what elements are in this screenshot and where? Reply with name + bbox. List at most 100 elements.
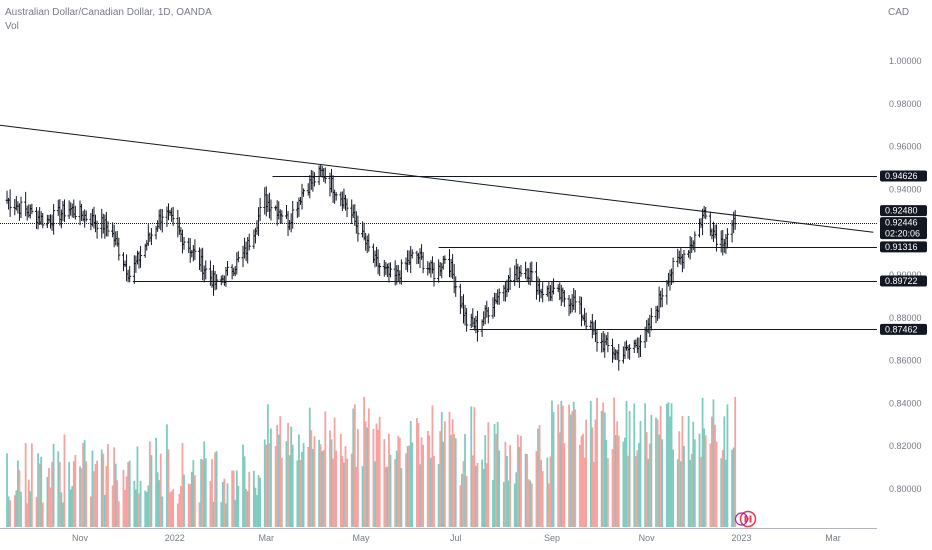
- symbol-title[interactable]: Australian Dollar/Canadian Dollar, 1D, O…: [5, 7, 212, 18]
- volume-bar: [419, 464, 421, 527]
- ohlc-bar: [24, 191, 28, 217]
- support-resistance-levels[interactable]: [0, 176, 877, 330]
- ohlc-bar: [486, 307, 490, 324]
- ohlc-bar: [148, 232, 152, 242]
- ohlc-bar: [416, 252, 420, 264]
- volume-bar: [52, 443, 55, 527]
- volume-bar: [453, 434, 456, 527]
- volume-bar: [363, 397, 366, 527]
- volume-bar: [605, 440, 608, 527]
- ohlc-bar: [123, 260, 127, 268]
- ohlc-bar: [451, 254, 455, 279]
- volume-bar: [322, 450, 325, 527]
- ohlc-bar: [350, 199, 354, 224]
- volume-bar: [181, 442, 184, 527]
- volume-bar: [513, 483, 516, 527]
- ohlc-bar: [201, 247, 205, 281]
- ohlc-bar: [280, 210, 284, 224]
- ohlc-bar: [690, 237, 694, 253]
- volume-bar: [155, 437, 157, 527]
- ohlc-bar: [39, 211, 43, 225]
- ohlc-bar: [584, 312, 588, 330]
- volume-bar: [433, 455, 435, 527]
- trendline-segment[interactable]: [0, 124, 874, 233]
- volume-bar: [80, 468, 83, 527]
- time-axis-label: Nov: [639, 533, 656, 543]
- ohlc-bar: [724, 234, 728, 254]
- ohlc-bar: [384, 261, 388, 275]
- volume-bar: [339, 434, 342, 527]
- volume-bar: [48, 468, 50, 527]
- volume-bar: [150, 455, 153, 527]
- volume-bar: [527, 479, 530, 527]
- ohlc-bar: [232, 267, 236, 276]
- volume-bar: [535, 451, 538, 527]
- price-axis-tick-label: 0.80000: [889, 484, 922, 494]
- trendline[interactable]: [0, 124, 874, 233]
- ohlc-bar: [364, 232, 368, 251]
- ohlc-bar: [311, 170, 315, 192]
- currency-label[interactable]: CAD: [888, 7, 910, 18]
- ohlc-bar: [472, 317, 476, 331]
- ohlc-bar: [202, 265, 206, 283]
- volume-bar: [515, 472, 518, 527]
- ohlc-bar: [385, 263, 389, 278]
- volume-bar: [310, 430, 313, 527]
- volume-bar: [204, 458, 207, 527]
- ohlc-bar: [593, 320, 597, 343]
- canada-flag-icon[interactable]: [734, 510, 757, 528]
- volume-bar: [714, 424, 716, 527]
- ohlc-bar: [309, 169, 313, 190]
- ohlc-bar: [331, 175, 335, 203]
- volume-bars: [6, 397, 737, 527]
- ohlc-bar: [677, 250, 681, 264]
- ohlc-bar: [430, 256, 434, 274]
- ohlc-bar: [719, 230, 723, 253]
- ohlc-bar: [710, 228, 714, 240]
- ohlc-bar: [159, 208, 163, 231]
- ohlc-bar: [300, 183, 304, 210]
- ohlc-bar: [569, 298, 573, 314]
- volume-bar: [364, 421, 367, 527]
- ohlc-bar: [61, 200, 65, 222]
- volume-bar: [319, 444, 322, 527]
- ohlc-bar: [581, 314, 585, 321]
- ohlc-bar: [322, 168, 326, 182]
- ohlc-bar: [212, 265, 216, 296]
- volume-bar: [159, 453, 162, 527]
- volume-bar: [113, 447, 116, 527]
- ohlc-bar: [160, 209, 164, 233]
- volume-bar: [375, 423, 378, 527]
- time-axis[interactable]: Nov 2022 Mar May Jul Sep Nov 2023 Mar: [0, 528, 877, 544]
- volume-bar: [183, 474, 185, 527]
- volume-bar: [353, 404, 356, 527]
- volume-bar: [437, 463, 440, 527]
- ohlc-bar: [288, 220, 292, 231]
- ohlc-bar: [17, 203, 21, 221]
- volume-bar: [667, 402, 670, 527]
- ohlc-bar: [534, 262, 538, 300]
- ohlc-bar: [199, 248, 203, 272]
- ohlc-bar: [463, 304, 467, 326]
- level-price-tag-text: 0.91316: [885, 242, 918, 252]
- ohlc-bar: [556, 284, 560, 293]
- ohlc-bar: [25, 205, 29, 221]
- volume-bar: [29, 491, 32, 527]
- volume-bar: [709, 443, 712, 527]
- ohlc-bar: [525, 267, 529, 283]
- volume-bar: [398, 437, 401, 527]
- ohlc-bar: [711, 221, 715, 243]
- ohlc-bar: [198, 247, 202, 271]
- volume-bar: [734, 397, 737, 527]
- ohlc-bar: [225, 260, 229, 276]
- ohlc-bar: [671, 257, 675, 284]
- ohlc-bar: [449, 258, 453, 278]
- volume-label: Vol: [5, 21, 19, 32]
- volume-bar: [125, 476, 128, 527]
- ohlc-bar: [246, 237, 250, 264]
- ohlc-bar: [494, 292, 498, 304]
- ohlc-bar: [485, 300, 489, 318]
- ohlc-bar: [139, 245, 143, 268]
- volume-bar: [408, 445, 411, 527]
